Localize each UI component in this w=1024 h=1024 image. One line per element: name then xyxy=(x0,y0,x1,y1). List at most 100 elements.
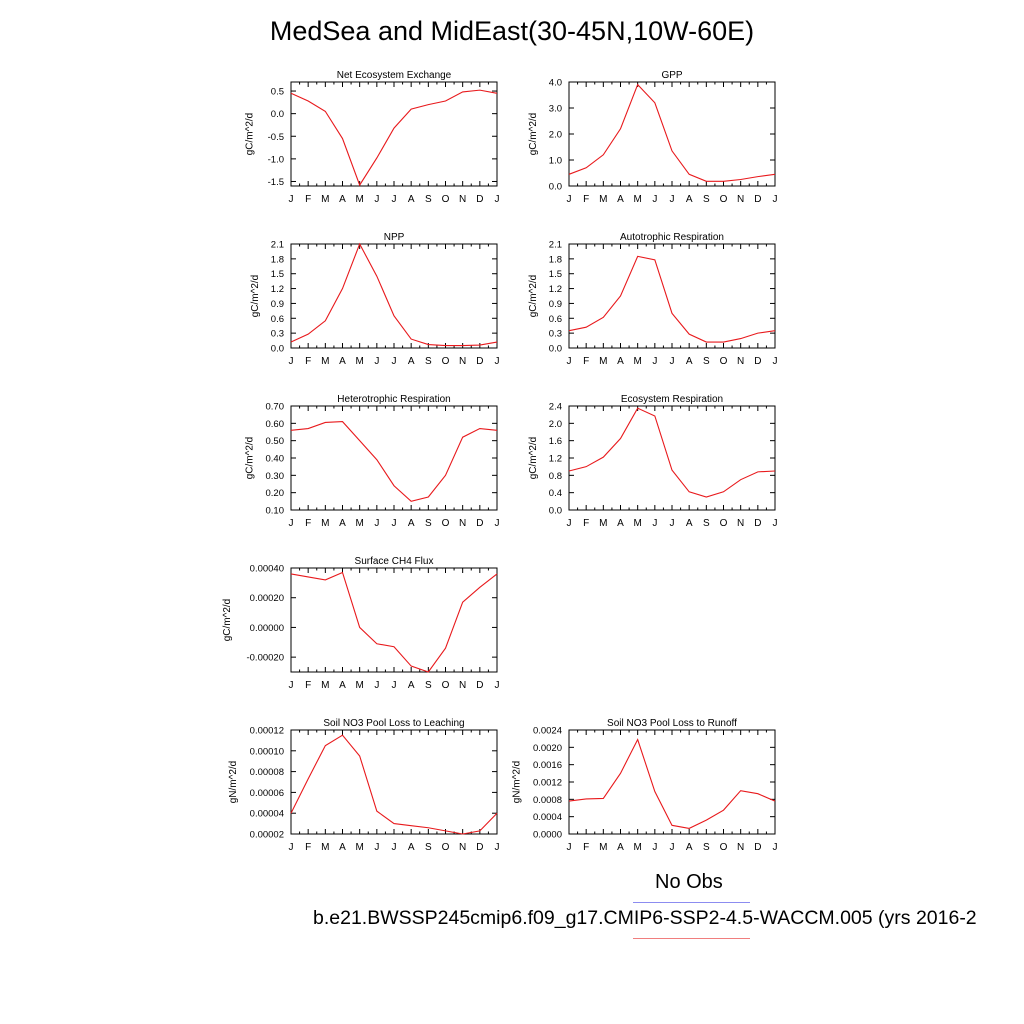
y-tick-label: 0.3 xyxy=(271,329,284,340)
x-tick-label: A xyxy=(408,356,415,367)
x-tick-label: A xyxy=(617,356,624,367)
series-line xyxy=(568,407,776,498)
x-tick-label: M xyxy=(321,194,329,205)
series-line xyxy=(290,242,498,347)
x-tick-label: F xyxy=(305,518,311,529)
y-tick-label: 0.0012 xyxy=(533,778,562,789)
x-tick-label: N xyxy=(737,842,744,853)
x-tick-label: J xyxy=(652,356,657,367)
y-axis-label: gC/m^2/d xyxy=(528,437,539,480)
plot-frame xyxy=(568,729,776,835)
x-tick-label: D xyxy=(754,194,761,205)
x-tick-label: S xyxy=(425,680,432,691)
x-tick-label: J xyxy=(392,356,397,367)
x-tick-label: J xyxy=(567,842,572,853)
x-tick-label: M xyxy=(633,356,641,367)
x-tick-label: F xyxy=(583,842,589,853)
x-tick-label: A xyxy=(686,194,693,205)
x-tick-label: O xyxy=(442,194,450,205)
y-tick-label: 0.6 xyxy=(549,314,562,325)
panel-title: Ecosystem Respiration xyxy=(621,394,723,405)
x-tick-label: F xyxy=(583,518,589,529)
series-line xyxy=(568,255,776,343)
y-tick-label: 0.0004 xyxy=(533,812,562,823)
y-tick-label: 1.5 xyxy=(271,269,284,280)
y-tick-label: 1.8 xyxy=(271,254,284,265)
x-tick-label: A xyxy=(408,680,415,691)
x-tick-label: J xyxy=(652,518,657,529)
x-tick-label: A xyxy=(408,518,415,529)
x-tick-label: A xyxy=(339,680,346,691)
x-tick-label: O xyxy=(720,194,728,205)
y-tick-label: 2.4 xyxy=(549,402,562,413)
x-tick-label: N xyxy=(459,680,466,691)
panel-title: NPP xyxy=(384,232,405,243)
x-tick-label: D xyxy=(476,518,483,529)
y-tick-label: 0.0000 xyxy=(533,830,562,841)
y-tick-label: 0.60 xyxy=(266,419,285,430)
y-tick-label: -1.0 xyxy=(268,154,284,165)
plot-frame xyxy=(290,243,498,349)
x-tick-label: J xyxy=(773,518,778,529)
x-tick-label: D xyxy=(754,842,761,853)
x-tick-label: A xyxy=(408,842,415,853)
x-tick-label: A xyxy=(617,518,624,529)
x-tick-label: J xyxy=(495,356,500,367)
panel-title: Autotrophic Respiration xyxy=(620,232,724,243)
x-tick-label: S xyxy=(703,842,710,853)
x-tick-label: M xyxy=(633,518,641,529)
y-tick-label: 0.9 xyxy=(549,299,562,310)
series-line xyxy=(290,734,498,835)
main-title: MedSea and MidEast(30-45N,10W-60E) xyxy=(269,16,755,46)
x-tick-label: N xyxy=(459,194,466,205)
plot-frame xyxy=(290,729,498,835)
y-tick-label: 2.1 xyxy=(271,240,284,251)
x-tick-label: J xyxy=(392,680,397,691)
plot-frame xyxy=(290,81,498,187)
x-tick-label: D xyxy=(476,842,483,853)
x-tick-label: M xyxy=(355,356,363,367)
y-tick-label: 1.6 xyxy=(549,436,562,447)
y-axis-label: gN/m^2/d xyxy=(228,761,239,804)
y-tick-label: 2.1 xyxy=(549,240,562,251)
x-tick-label: M xyxy=(321,356,329,367)
x-tick-label: A xyxy=(686,842,693,853)
x-tick-label: D xyxy=(754,518,761,529)
x-tick-label: J xyxy=(374,842,379,853)
x-tick-label: J xyxy=(289,356,294,367)
x-tick-label: M xyxy=(599,518,607,529)
y-tick-label: 0.70 xyxy=(266,402,285,413)
y-tick-label: 0.6 xyxy=(271,314,284,325)
x-tick-label: S xyxy=(703,194,710,205)
x-tick-label: M xyxy=(321,842,329,853)
y-tick-label: 0.20 xyxy=(266,488,285,499)
x-tick-label: J xyxy=(495,194,500,205)
y-axis-label: gC/m^2/d xyxy=(245,437,256,480)
x-tick-label: N xyxy=(459,842,466,853)
y-axis-label: gC/m^2/d xyxy=(222,599,233,642)
x-tick-label: M xyxy=(355,680,363,691)
x-tick-label: J xyxy=(289,194,294,205)
y-axis-label: gN/m^2/d xyxy=(511,761,522,804)
x-tick-label: J xyxy=(773,356,778,367)
series-line xyxy=(568,738,776,829)
y-axis-label: gC/m^2/d xyxy=(528,275,539,318)
y-tick-label: -1.5 xyxy=(268,177,284,188)
legend-case-label: b.e21.BWSSP245cmip6.f09_g17.CMIP6-SSP2-4… xyxy=(313,907,977,929)
x-tick-label: M xyxy=(599,842,607,853)
x-tick-label: S xyxy=(425,842,432,853)
x-tick-label: N xyxy=(737,356,744,367)
y-tick-label: 0.00008 xyxy=(250,767,284,778)
y-tick-label: 1.8 xyxy=(549,254,562,265)
y-tick-label: -0.00020 xyxy=(246,653,284,664)
x-tick-label: J xyxy=(652,842,657,853)
y-axis-label: gC/m^2/d xyxy=(528,113,539,156)
x-tick-label: O xyxy=(442,680,450,691)
y-tick-label: 0.00012 xyxy=(250,726,284,737)
x-tick-label: A xyxy=(339,194,346,205)
